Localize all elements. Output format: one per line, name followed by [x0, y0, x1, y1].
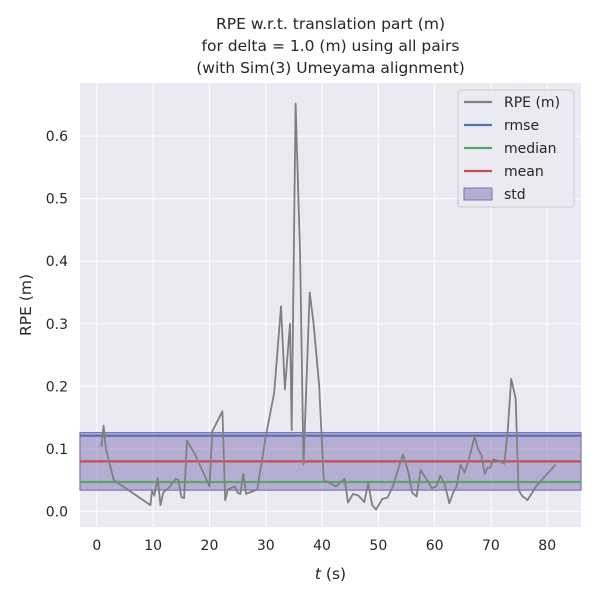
legend-rmse-label: rmse [504, 118, 539, 134]
y-axis-label: RPE (m) [17, 274, 35, 336]
x-tick-label: 0 [92, 538, 101, 554]
legend-std-label: std [504, 187, 526, 203]
chart-title-line-3: (with Sim(3) Umeyama alignment) [196, 59, 465, 77]
legend-box [457, 89, 575, 208]
x-tick-label: 30 [257, 538, 275, 554]
legend: RPE (m) rmse median mean std [457, 89, 575, 208]
chart-title-line-1: RPE w.r.t. translation part (m) [215, 15, 445, 33]
legend-median-label: median [504, 141, 556, 157]
x-tick-label: 60 [426, 538, 444, 554]
y-tick-label: 0.4 [46, 254, 68, 270]
x-tick-label: 80 [538, 538, 556, 554]
x-tick-label: 10 [144, 538, 162, 554]
x-tick-label: 20 [201, 538, 219, 554]
y-tick-label: 0.6 [46, 129, 68, 145]
legend-std-swatch [463, 187, 493, 201]
y-tick-label: 0.3 [46, 317, 68, 333]
x-axis-label: t (s) [315, 565, 346, 583]
x-tick-label: 70 [482, 538, 500, 554]
legend-mean-label: mean [504, 164, 544, 180]
legend-rpe-label: RPE (m) [504, 95, 560, 111]
x-tick-label: 40 [313, 538, 331, 554]
tick-labels: 0 10 20 30 40 50 60 70 80 0.0 0.1 0.2 0.3 0.4 0.5 0.6 [46, 129, 556, 554]
y-tick-label: 0.1 [46, 442, 68, 458]
y-tick-label: 0.5 [46, 192, 68, 208]
y-tick-label: 0.2 [46, 379, 68, 395]
x-axis-label-unit: (s) [321, 565, 346, 583]
x-tick-label: 50 [369, 538, 387, 554]
chart-title-line-2: for delta = 1.0 (m) using all pairs [201, 37, 460, 55]
rpe-series-line [100, 102, 557, 511]
x-axis-label-var: t [315, 565, 322, 583]
y-tick-label: 0.0 [46, 504, 68, 520]
